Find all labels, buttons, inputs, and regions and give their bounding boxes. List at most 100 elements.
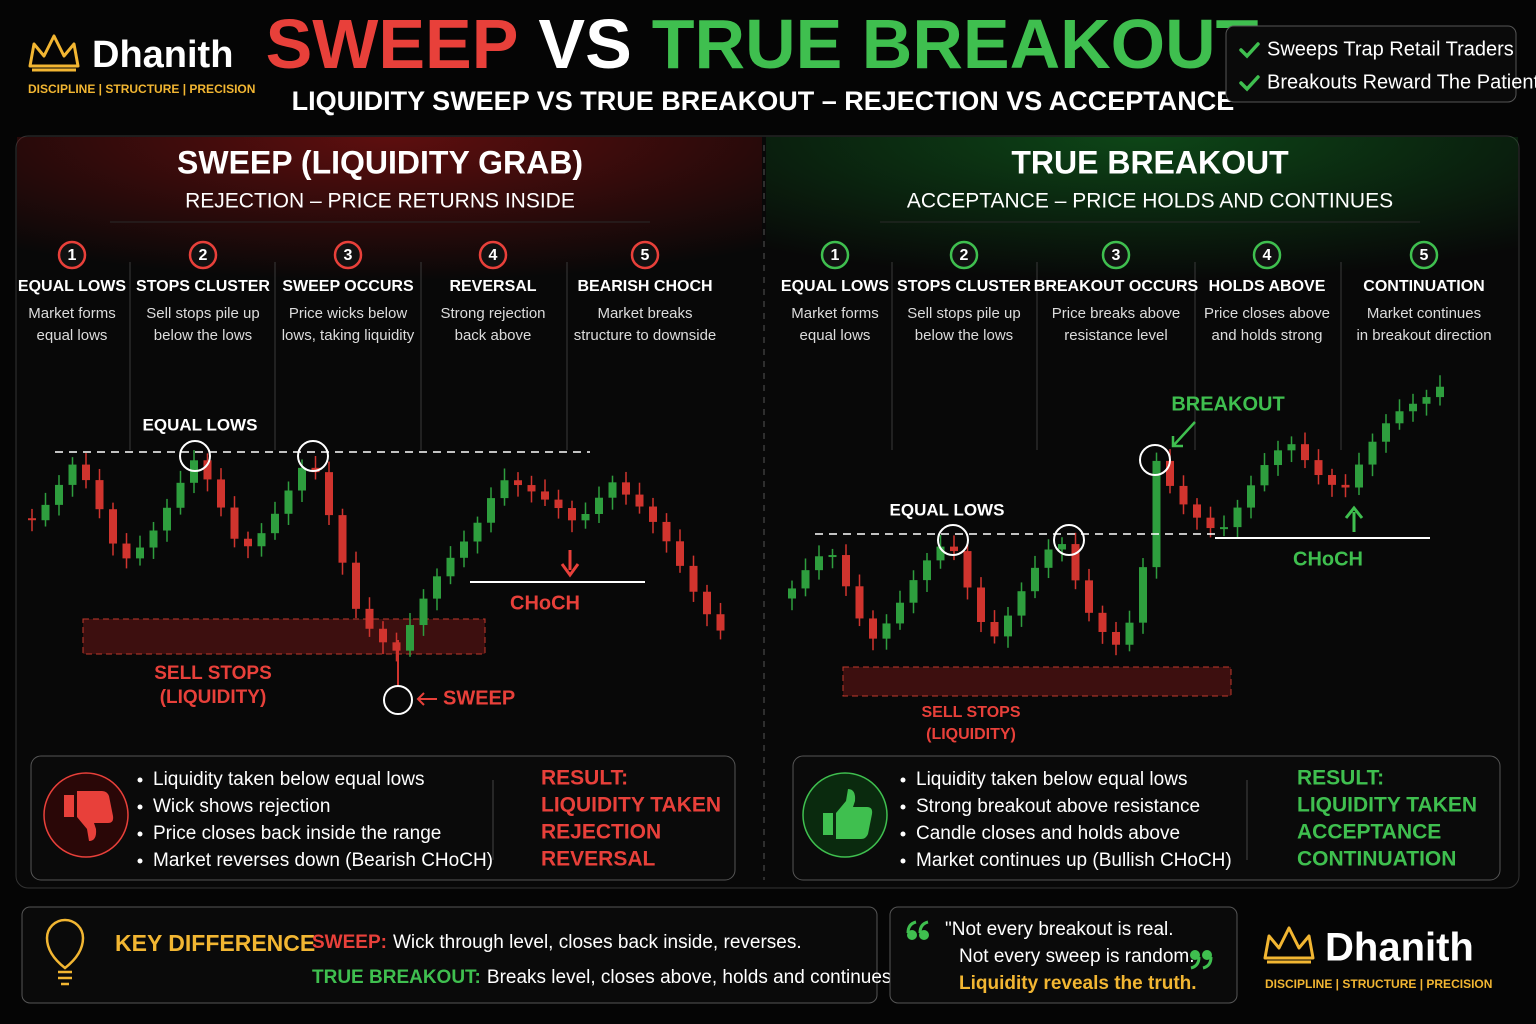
result-item: REVERSAL <box>541 848 656 871</box>
brand-name: Dhanith <box>92 34 233 76</box>
touch-marker <box>937 524 969 556</box>
step-desc: below the lows <box>154 327 252 344</box>
candle-body <box>1004 615 1012 637</box>
candle-body <box>1017 591 1026 616</box>
candle-body <box>1031 567 1039 592</box>
step-badge <box>1101 240 1131 270</box>
step-badge <box>57 240 87 270</box>
sweep-label: SWEEP <box>443 687 515 709</box>
brand-tagline: DISCIPLINE | STRUCTURE | PRECISION <box>1265 977 1492 991</box>
breakout-label: BREAKOUT <box>1171 393 1284 415</box>
candle-body <box>801 570 810 589</box>
candle-body <box>149 530 158 548</box>
quote-line: Not every sweep is random. <box>959 946 1195 967</box>
candle-body <box>1206 517 1215 529</box>
equal-lows-label: EQUAL LOWS <box>890 500 1005 519</box>
candle-body <box>869 618 877 639</box>
step-desc: Strong rejection <box>440 305 545 322</box>
candle-body <box>1058 544 1066 550</box>
candle-body <box>284 490 293 514</box>
candle-body <box>1071 544 1080 581</box>
step-badge <box>949 240 979 270</box>
bullet-dot <box>137 858 143 864</box>
touch-marker <box>179 440 211 472</box>
red-glow <box>17 137 762 317</box>
candle-body <box>1328 475 1336 485</box>
candle-body <box>882 623 891 639</box>
step-number: 4 <box>489 247 498 264</box>
candle-body <box>1166 460 1174 486</box>
panels-frame <box>15 135 1520 889</box>
result-item: ACCEPTANCE <box>1297 821 1441 844</box>
candle-body <box>950 546 958 552</box>
candle-body <box>244 538 252 547</box>
candle-body <box>41 504 50 521</box>
summary-bullet: Market reverses down (Bearish CHoCH) <box>153 850 493 871</box>
candle-body <box>1382 423 1390 442</box>
step-number: 2 <box>960 247 969 264</box>
candle-body <box>842 555 850 587</box>
choch-arrow <box>1344 505 1364 532</box>
step-desc: equal lows <box>37 327 108 344</box>
brand-name: Dhanith <box>1325 926 1474 970</box>
choch-label: CHoCH <box>1293 548 1363 570</box>
candle-body <box>1287 444 1296 451</box>
checklist-box <box>1225 25 1517 103</box>
bullet-dot <box>137 777 143 783</box>
choch-arrow <box>560 550 580 578</box>
candle-body <box>649 506 657 522</box>
candle-body <box>595 497 603 514</box>
candle-body <box>1220 527 1228 530</box>
candle-body <box>554 499 563 509</box>
key-text: Wick through level, closes back inside, … <box>393 932 802 953</box>
candle-body <box>1422 397 1431 404</box>
sell-stops-label: SELL STOPS <box>154 663 272 684</box>
candle-body <box>446 557 455 577</box>
candle-body <box>541 491 549 500</box>
step-desc: Market breaks <box>597 305 692 322</box>
summary-bullet: Price closes back inside the range <box>153 823 441 844</box>
step-badge <box>1252 240 1282 270</box>
quote-mark <box>1190 956 1201 970</box>
quote-emphasis: Liquidity reveals the truth. <box>959 973 1197 994</box>
summary-bullet: Strong breakout above resistance <box>916 796 1200 817</box>
main-title: SWEEP VS TRUE BREAKOUT <box>266 5 1259 83</box>
thumbs-up-icon <box>823 789 873 839</box>
step-badge <box>1409 240 1439 270</box>
candle-body <box>1274 450 1282 466</box>
bullet-dot <box>900 831 906 837</box>
candle-body <box>514 480 522 486</box>
candle-body <box>1044 549 1053 568</box>
key-term: SWEEP: <box>312 932 387 953</box>
candle-body <box>379 628 387 643</box>
candle-body <box>352 562 360 609</box>
sweep-marker <box>383 685 413 715</box>
step-desc: Market forms <box>791 305 879 322</box>
step-title: STOPS CLUSTER <box>136 278 270 295</box>
step-title: EQUAL LOWS <box>781 278 889 295</box>
candle-body <box>1395 411 1404 424</box>
thumbs-down-icon <box>64 791 114 841</box>
summary-bullet: Wick shows rejection <box>153 796 330 817</box>
step-badge <box>478 240 508 270</box>
candle-body <box>95 480 104 510</box>
candle-body <box>1409 403 1417 412</box>
step-badge <box>820 240 850 270</box>
step-title: HOLDS ABOVE <box>1209 278 1326 295</box>
check-icon <box>1239 42 1260 59</box>
breakout-arrow <box>1171 421 1196 448</box>
liquidity-label: (LIQUIDITY) <box>926 726 1016 743</box>
bullet-dot <box>137 831 143 837</box>
green-glow <box>766 137 1518 317</box>
panel-title: TRUE BREAKOUT <box>1011 144 1289 180</box>
step-number: 1 <box>831 247 840 264</box>
candle-body <box>1085 580 1093 613</box>
candle-body <box>703 591 711 615</box>
title-breakout: TRUE BREAKOUT <box>652 5 1259 83</box>
step-badge <box>188 240 218 270</box>
candle-body <box>473 522 482 542</box>
candle-body <box>622 482 630 495</box>
liquidity-zone <box>82 618 486 655</box>
liquidity-zone <box>842 666 1232 697</box>
step-number: 1 <box>68 247 77 264</box>
